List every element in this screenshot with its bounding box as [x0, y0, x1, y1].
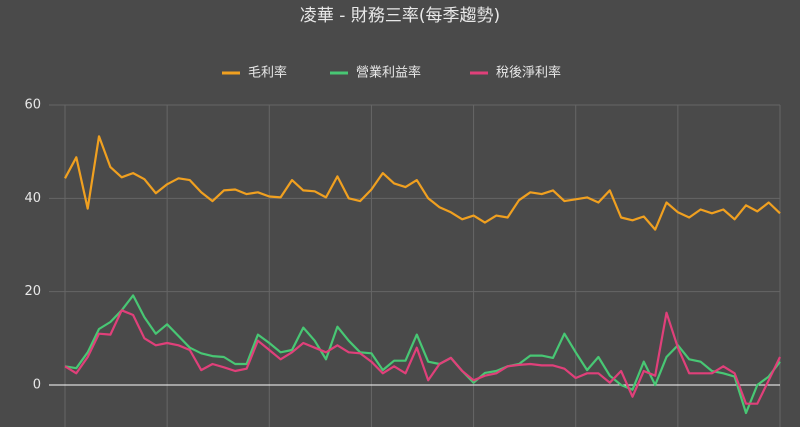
series-line — [64, 309, 781, 405]
series-line — [64, 135, 781, 231]
legend-label: 稅後淨利率 — [496, 65, 561, 81]
y-tick-label: 0 — [33, 378, 41, 393]
y-tick-label: 40 — [24, 191, 41, 206]
y-tick-label: 60 — [24, 98, 41, 113]
legend-label: 營業利益率 — [356, 65, 421, 81]
chart-title: 凌華 - 財務三率(每季趨勢) — [300, 6, 500, 26]
y-tick-label: 20 — [24, 284, 41, 299]
legend-label: 毛利率 — [248, 65, 287, 81]
series-line — [64, 294, 781, 415]
